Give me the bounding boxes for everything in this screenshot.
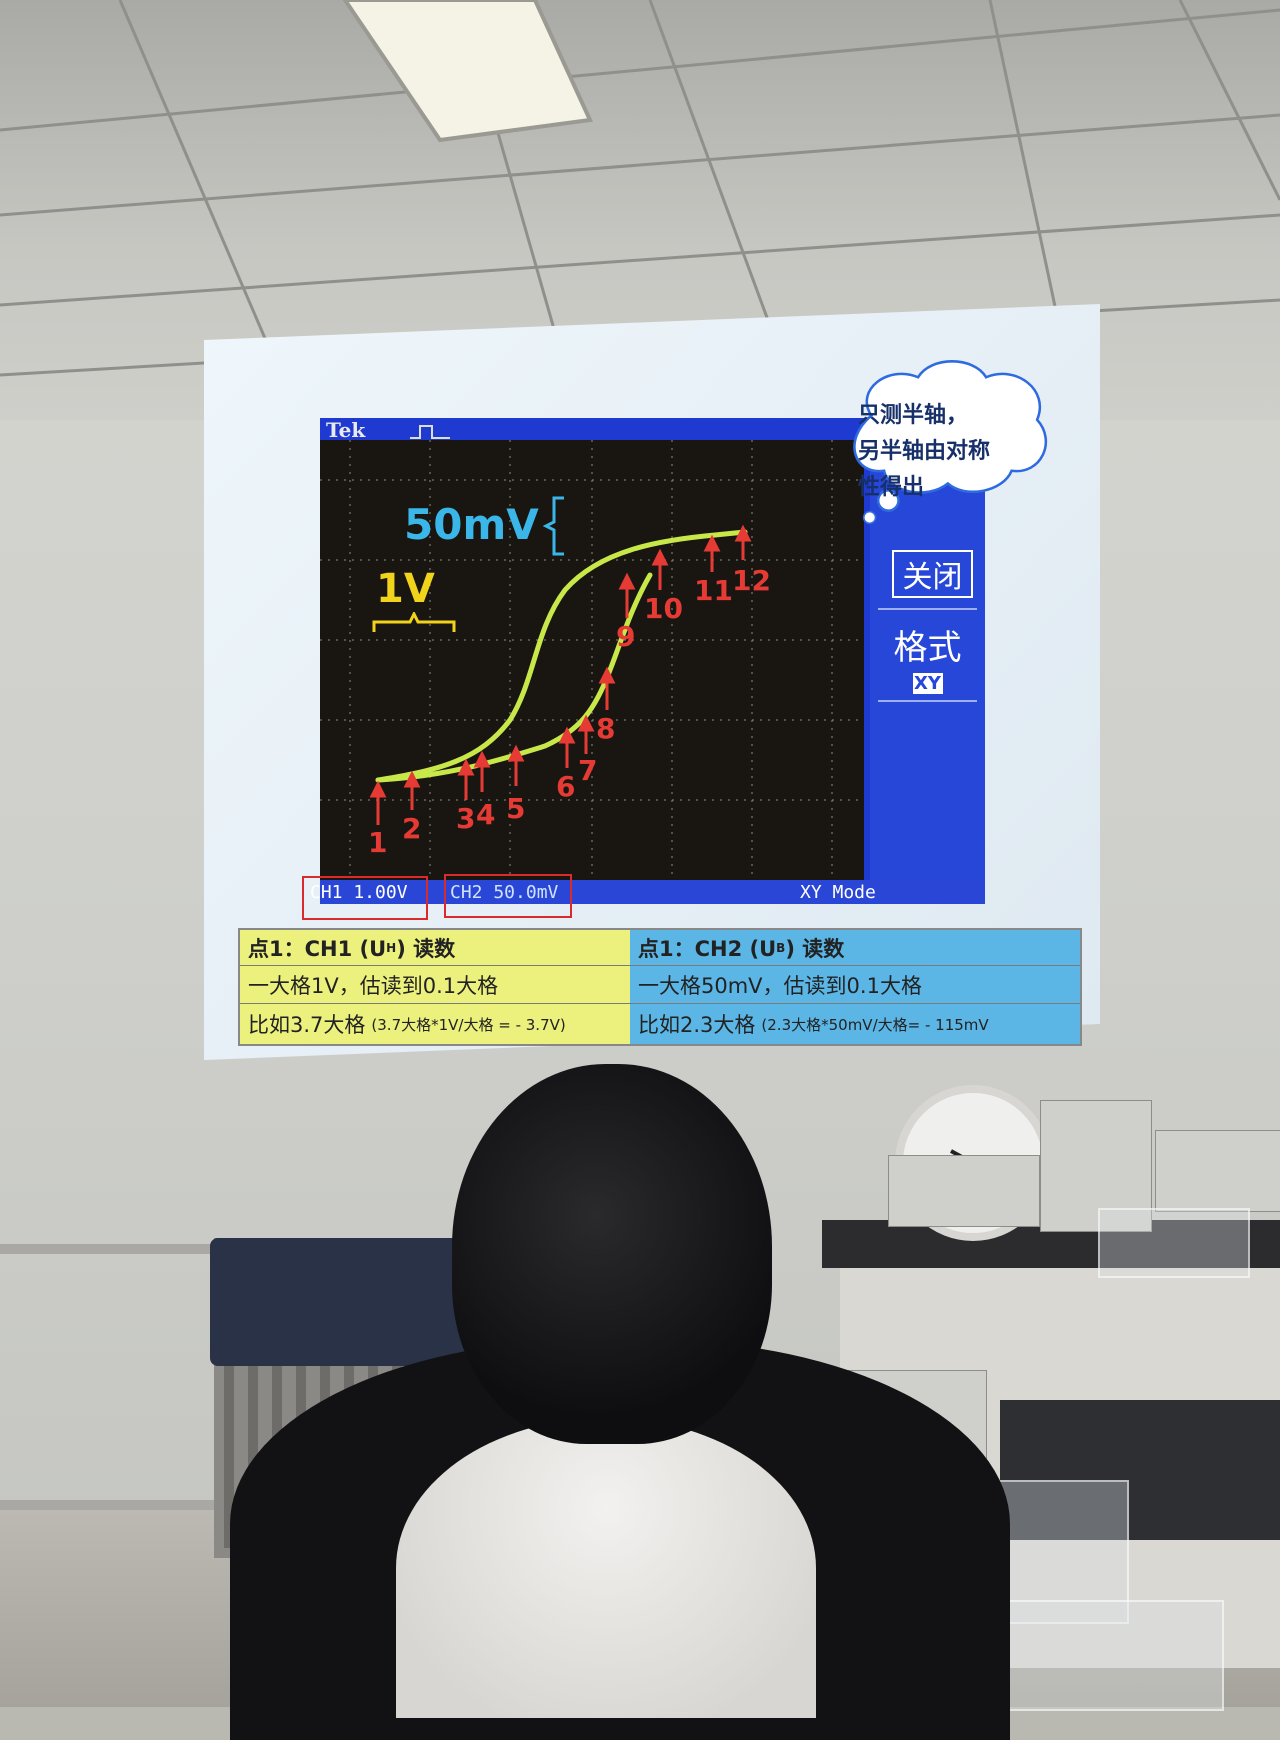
ch1-highlight-box — [302, 876, 428, 920]
menu-xy-badge[interactable]: XY — [912, 673, 943, 694]
point-label-2: 2 — [402, 812, 422, 845]
cloud-line-2: 另半轴由对称 — [858, 439, 991, 464]
thought-cloud — [853, 360, 1048, 525]
point-label-7: 7 — [578, 754, 598, 787]
ceiling-light — [342, 0, 593, 143]
hysteresis-trace — [375, 529, 748, 783]
menu-format-label[interactable]: 格式 — [893, 628, 962, 668]
menu-close-button[interactable]: 关闭 — [892, 550, 973, 598]
ch2-highlight-box — [444, 874, 572, 918]
bench-oscilloscope — [888, 1155, 1040, 1227]
scope-side-menu: 关闭 格式 XY — [870, 440, 985, 880]
scope-grid — [320, 440, 864, 880]
table-left-row-1: 一大格1V，估读到0.1大格 — [240, 966, 630, 1004]
wall-pipe — [0, 1244, 214, 1254]
ch1-readout: CH1 1.00V — [310, 882, 408, 903]
table-right-header: 点1：CH2 (U B) 读数 — [630, 930, 1080, 966]
table-right-row-2: 比如2.3大格 (2.3大格*50mV/大格= - 115mV — [630, 1004, 1080, 1044]
ch2-readout: CH2 50.0mV — [450, 882, 559, 903]
point-label-3: 3 — [456, 802, 476, 835]
plastic-box-lower — [990, 1600, 1224, 1711]
point-label-8: 8 — [596, 712, 616, 745]
ceiling-tiles — [0, 0, 1280, 421]
student-head — [452, 1064, 772, 1444]
bench-instrument — [1155, 1130, 1280, 1212]
point-label-6: 6 — [556, 770, 576, 803]
point-label-4: 4 — [476, 798, 496, 831]
component-box — [1098, 1208, 1250, 1278]
wall-pipe-lower — [0, 1500, 214, 1510]
cloud-line-3: 性得出 — [858, 475, 925, 500]
table-left-header: 点1：CH1 (U H) 读数 — [240, 930, 630, 966]
v-scale-bracket — [542, 496, 564, 556]
trigger-icon — [410, 425, 450, 439]
point-label-11: 11 — [694, 574, 733, 607]
current-scale-label: 1V — [376, 566, 435, 612]
menu-divider — [878, 700, 977, 702]
point-arrows — [369, 524, 752, 825]
reading-table: 点1：CH1 (U H) 读数 点1：CH2 (U B) 读数 一大格1V，估读到0… — [238, 928, 1082, 1046]
point-label-1: 1 — [368, 826, 388, 859]
student-hood — [396, 1418, 816, 1718]
signal-generator-stack — [1040, 1100, 1152, 1232]
oscilloscope-capture: Tek 50mV 1V — [310, 418, 985, 904]
cloud-note: 只测半轴， 另半轴由对称 性得出 — [858, 398, 1058, 506]
scope-status-bar: CH1 1.00V CH2 50.0mV XY Mode — [310, 880, 985, 904]
menu-divider — [878, 608, 977, 610]
scope-display: 50mV 1V 1 2 3 — [320, 440, 864, 880]
voltage-scale-label: 50mV — [404, 500, 539, 549]
point-label-12: 12 — [732, 564, 771, 597]
cloud-line-1: 只测半轴， — [858, 403, 969, 428]
point-label-10: 10 — [644, 592, 683, 625]
experiment-board — [1000, 1400, 1280, 1540]
point-label-5: 5 — [506, 792, 526, 825]
h-scale-bracket — [372, 612, 456, 632]
point-label-9: 9 — [616, 620, 636, 653]
scope-brand: Tek — [326, 418, 366, 442]
table-right-row-1: 一大格50mV，估读到0.1大格 — [630, 966, 1080, 1004]
table-left-row-2: 比如3.7大格 (3.7大格*1V/大格 = - 3.7V) — [240, 1004, 630, 1044]
mode-readout: XY Mode — [800, 882, 876, 903]
